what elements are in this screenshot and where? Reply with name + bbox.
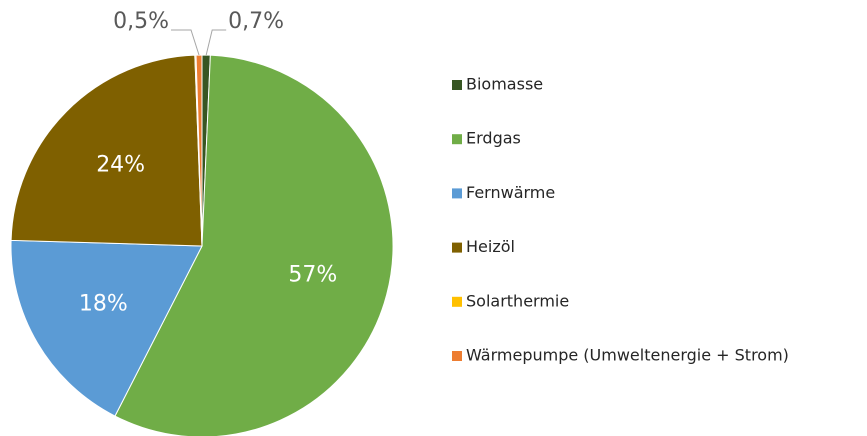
legend-label: Biomasse [466,75,543,94]
legend-label: Wärmepumpe (Umweltenergie + Strom) [466,346,789,365]
data-label: 24% [96,152,145,177]
data-label: 0,7% [228,9,284,34]
legend-swatch [452,80,462,90]
legend-label: Fernwärme [466,183,555,202]
leader-line [205,29,227,56]
leader-line [171,29,200,56]
pie-slice [10,54,203,247]
legend-swatch [452,296,462,307]
data-label: 18% [79,291,128,316]
data-label: 0,5% [113,9,169,34]
legend-swatch [452,351,462,361]
legend-label: Erdgas [466,129,521,148]
pie-slice [114,54,394,436]
legend-swatch [452,134,462,145]
legend-swatch [452,188,462,199]
pie-slice [10,239,203,417]
legend-label: Solarthermie [466,291,569,310]
legend-label: Heizöl [466,237,515,256]
data-label: 57% [288,262,337,287]
legend-swatch [452,242,462,253]
